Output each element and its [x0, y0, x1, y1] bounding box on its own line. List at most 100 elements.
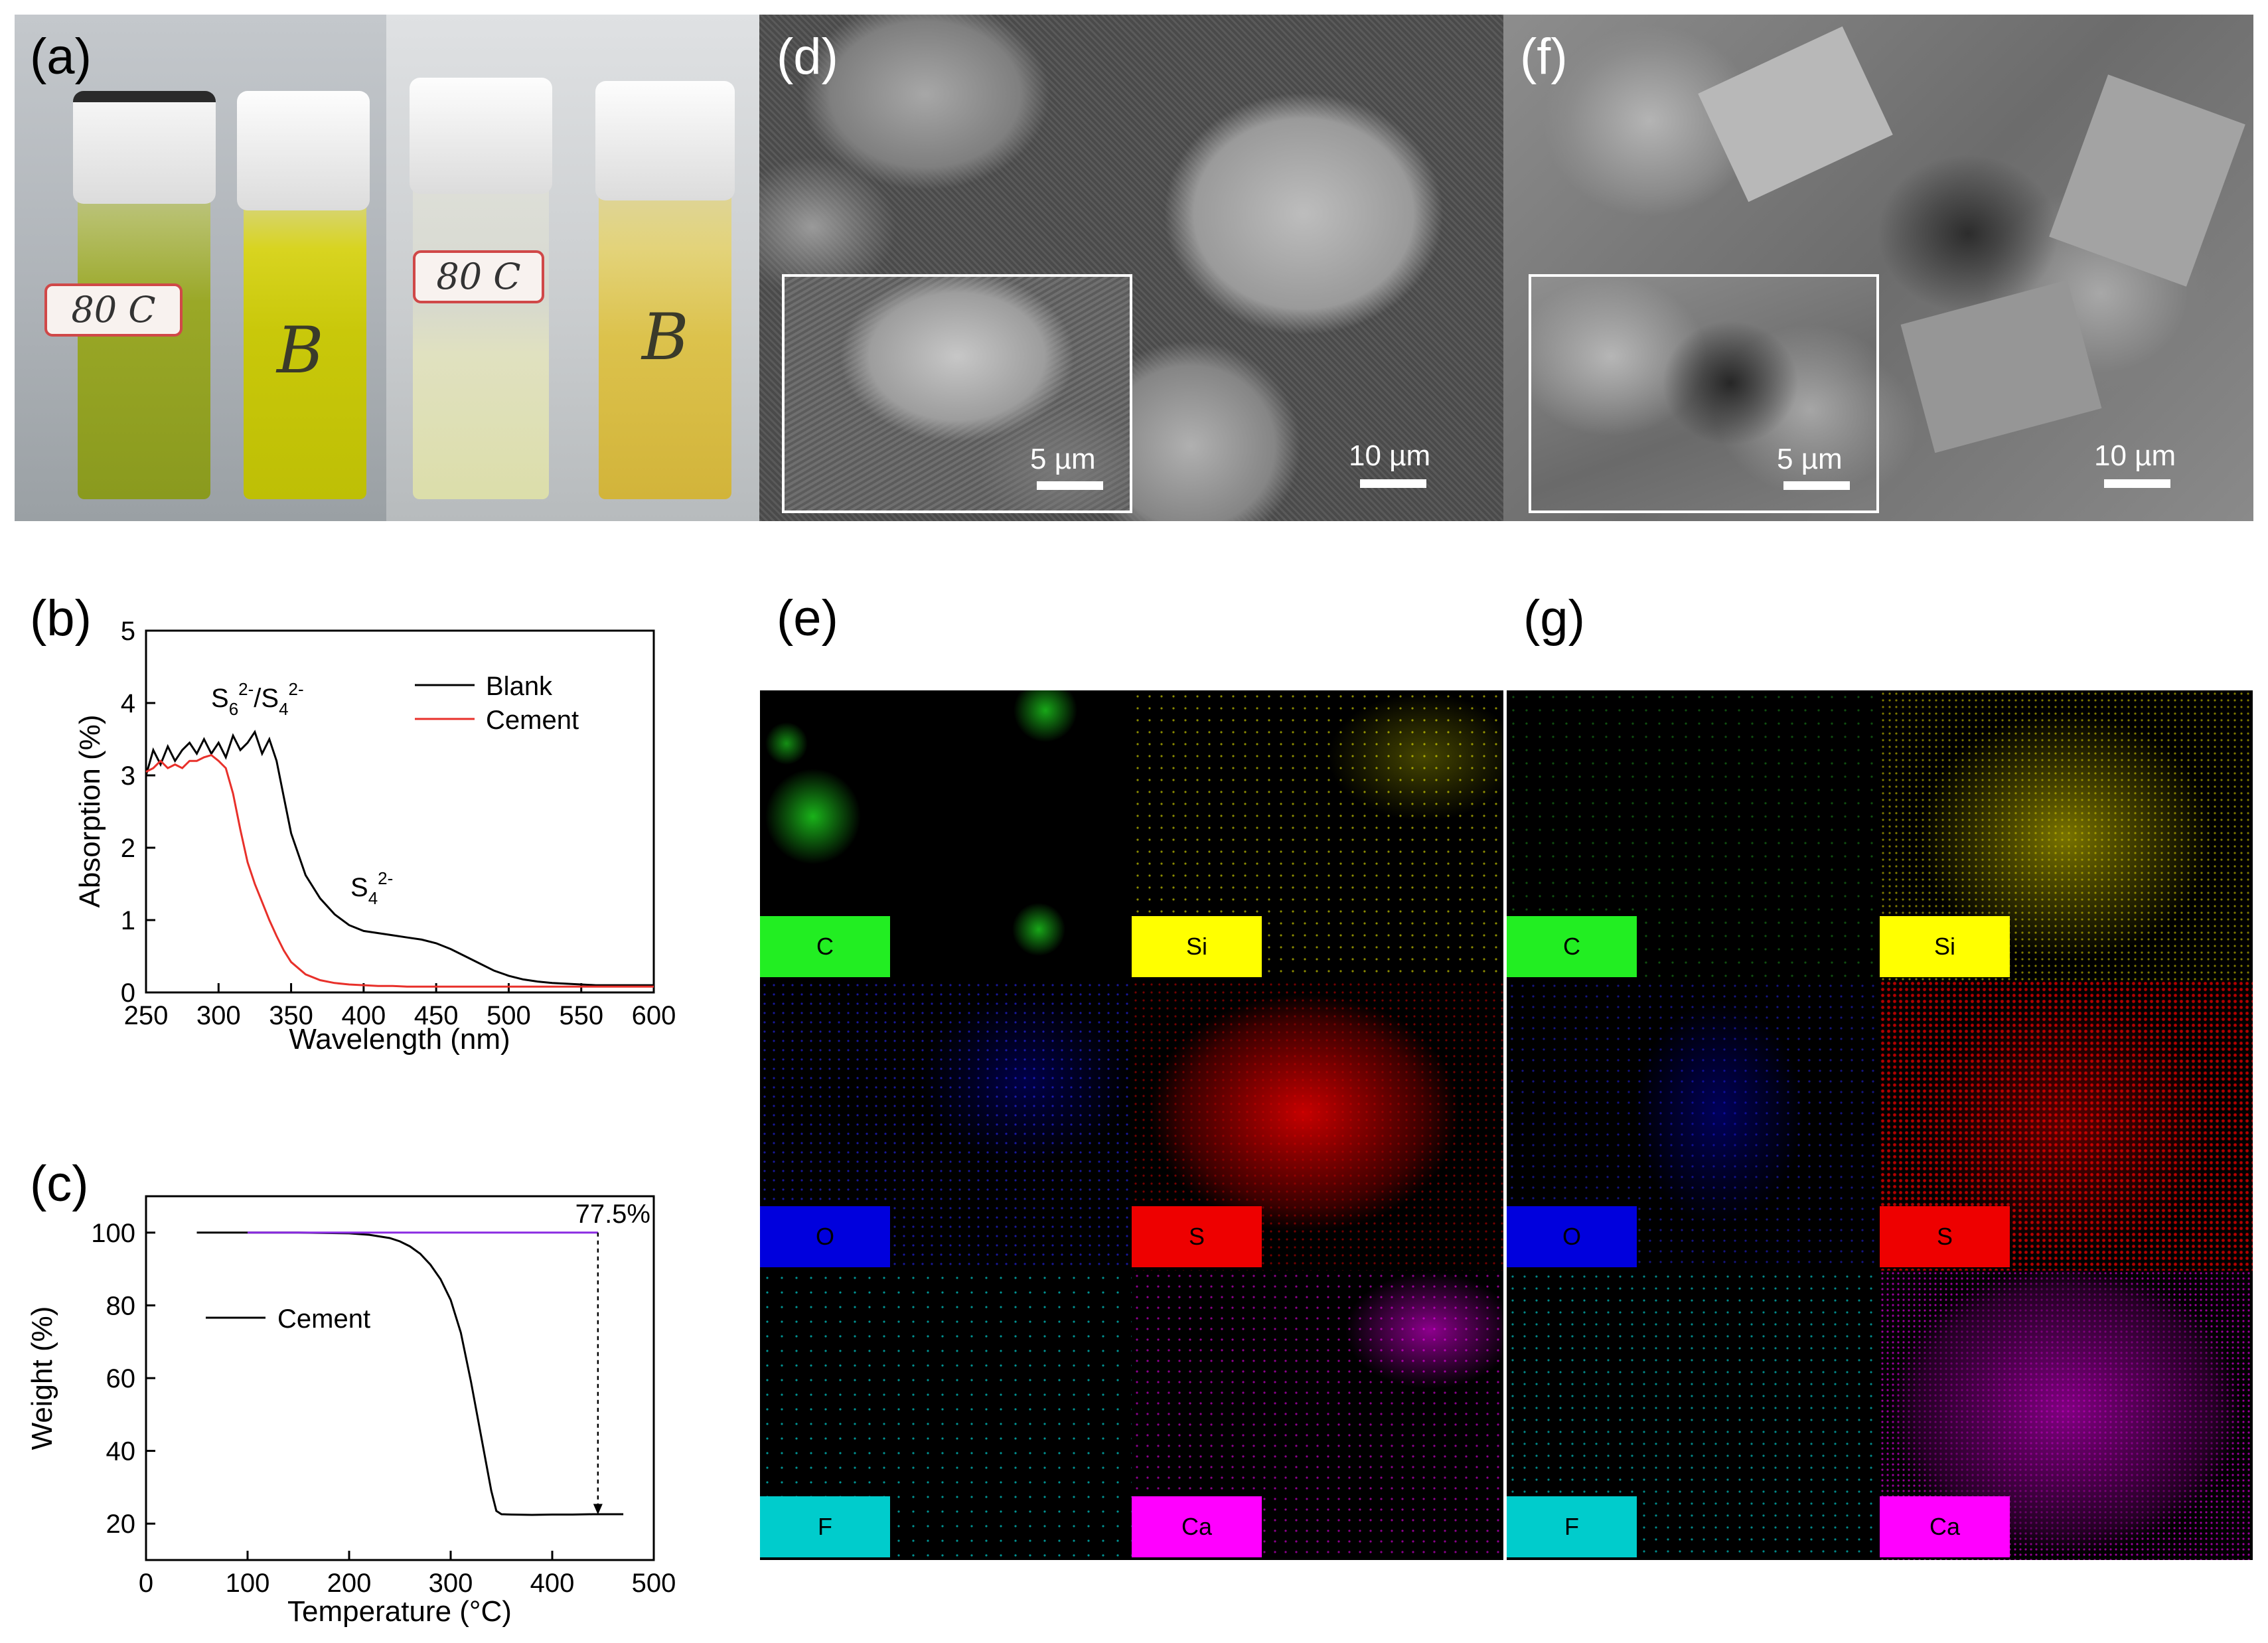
element-label-e-c: C: [760, 916, 890, 977]
y-tick-label: 40: [106, 1437, 136, 1466]
inset-scale-label-d: 5 µm: [1030, 443, 1096, 475]
x-tick-label: 0: [139, 1569, 153, 1598]
chart-uv-vis: 250 300 350 400 450 500 550 600 0 1 2 3 4 5 Wavelengt…: [74, 617, 676, 1056]
annotation-77-5: 77.5%: [575, 1200, 650, 1229]
y-tick-label: 0: [121, 978, 135, 1008]
element-label-e-ca: Ca: [1132, 1496, 1262, 1557]
panel-d-label: (d): [777, 29, 838, 85]
vial-photo: 80 C B 80 C B: [15, 15, 759, 521]
x-tick-label: 500: [632, 1569, 676, 1598]
scale-bar-d: [1360, 479, 1426, 488]
inset-scale-bar-f: [1783, 481, 1850, 490]
element-label-e-o: O: [760, 1206, 890, 1267]
series-line-blank: [145, 730, 654, 986]
vial-3-cap: [410, 78, 552, 194]
legend-label-blank: Blank: [486, 672, 553, 701]
legend-c: Cement: [206, 1304, 370, 1334]
eds-map-g-ca: Ca: [1880, 1271, 2253, 1560]
eds-map-g-si: Si: [1880, 690, 2253, 980]
panel-c-label: (c): [30, 1156, 89, 1212]
eds-map-g-o: O: [1507, 980, 1880, 1271]
eds-map-e-f: F: [760, 1271, 1132, 1560]
x-tick-label: 100: [226, 1569, 270, 1598]
legend-label-cement: Cement: [486, 706, 579, 735]
crystal-facet-3: [1900, 279, 2102, 453]
vial-4-cap: [595, 81, 735, 200]
x-axis-label-c: Temperature (°C): [287, 1595, 512, 1628]
plot-frame-b: [145, 629, 655, 994]
sem-inset-f: 5 µm: [1529, 274, 1879, 513]
x-tick-label: 400: [341, 1001, 386, 1030]
inset-scale-bar-d: [1037, 481, 1103, 490]
vial-3-tag: 80 C: [413, 250, 544, 303]
element-label-g-f: F: [1507, 1496, 1637, 1557]
y-axis-label-c: Weight (%): [26, 1306, 58, 1450]
x-tick-label: 400: [530, 1569, 575, 1598]
element-label-g-si: Si: [1880, 916, 2010, 977]
y-tick-label: 80: [106, 1291, 136, 1320]
vial-4-letter: B: [642, 300, 689, 374]
element-label-e-si: Si: [1132, 916, 1262, 977]
eds-map-e-o: O: [760, 980, 1132, 1271]
series-b: [145, 730, 654, 988]
vial-1-tag: 80 C: [44, 283, 183, 337]
annotation-s6-s4: S62-/S42-: [211, 679, 304, 719]
scale-label-d: 10 µm: [1349, 439, 1431, 472]
vial-3: [413, 134, 549, 499]
eds-map-e-si: Si: [1132, 690, 1503, 980]
scale-label-f: 10 µm: [2094, 439, 2176, 472]
x-tick-label: 250: [124, 1001, 169, 1030]
x-tick-label: 300: [429, 1569, 473, 1598]
x-tick-label: 600: [632, 1001, 676, 1030]
x-tick-label: 450: [414, 1001, 459, 1030]
series-line-cement: [196, 1231, 624, 1516]
panel-f-label: (f): [1520, 29, 1568, 85]
eds-map-e-s: S: [1132, 980, 1503, 1271]
y-tick-label: 2: [121, 834, 135, 863]
element-label-g-s: S: [1880, 1206, 2010, 1267]
scale-bar-f: [2104, 479, 2170, 488]
sem-inset-d: 5 µm: [782, 274, 1132, 513]
vial-4: [599, 141, 731, 499]
eds-grid-e: C Si O S F Ca: [760, 690, 1503, 1560]
y-tick-label: 5: [121, 617, 135, 646]
legend-b: Blank Cement: [415, 672, 579, 735]
element-label-e-s: S: [1132, 1206, 1262, 1267]
vial-1-cap: [73, 91, 216, 204]
annotation-arrowhead: [593, 1504, 603, 1515]
x-tick-label: 300: [196, 1001, 241, 1030]
x-tick-label: 550: [559, 1001, 603, 1030]
eds-grid-g: C Si O S F Ca: [1507, 690, 2253, 1560]
element-label-e-f: F: [760, 1496, 890, 1557]
vial-2-letter: B: [277, 313, 324, 388]
y-axis-label-b: Absorption (%): [74, 714, 106, 907]
element-label-g-c: C: [1507, 916, 1637, 977]
tick-marks-c: [145, 1231, 655, 1560]
sem-image-f: 5 µm 10 µm: [1503, 15, 2253, 521]
annotation-s4: S42-: [350, 868, 393, 908]
x-tick-label: 200: [327, 1569, 372, 1598]
crystal-facet-2: [2049, 74, 2245, 287]
element-label-g-o: O: [1507, 1206, 1637, 1267]
eds-map-g-s: S: [1880, 980, 2253, 1271]
y-tick-label: 1: [121, 906, 135, 935]
y-tick-label: 3: [121, 761, 135, 791]
tick-labels-c: 0 100 200 300 400 500 20 40 60 80 100: [91, 1219, 676, 1598]
annotation-arrow-c: [593, 1232, 603, 1515]
chart-tga: 0 100 200 300 400 500 20 40 60 80 100 77.5% Temper…: [26, 1195, 676, 1628]
series-line-cement: [145, 753, 654, 988]
y-tick-label: 20: [106, 1510, 136, 1539]
x-tick-label: 500: [487, 1001, 531, 1030]
element-label-g-ca: Ca: [1880, 1496, 2010, 1557]
sem-image-d: 5 µm 10 µm: [759, 15, 1503, 521]
legend-label-cement-c: Cement: [277, 1304, 370, 1334]
x-axis-label-b: Wavelength (nm): [289, 1023, 510, 1056]
y-tick-label: 4: [121, 689, 135, 718]
panel-g-label: (g): [1523, 590, 1585, 647]
plot-frame-c: [145, 1195, 655, 1561]
eds-map-g-f: F: [1507, 1271, 1880, 1560]
eds-map-e-ca: Ca: [1132, 1271, 1503, 1560]
panel-e-label: (e): [777, 590, 838, 647]
vial-2-cap: [237, 91, 370, 210]
vial-2: [244, 194, 366, 499]
